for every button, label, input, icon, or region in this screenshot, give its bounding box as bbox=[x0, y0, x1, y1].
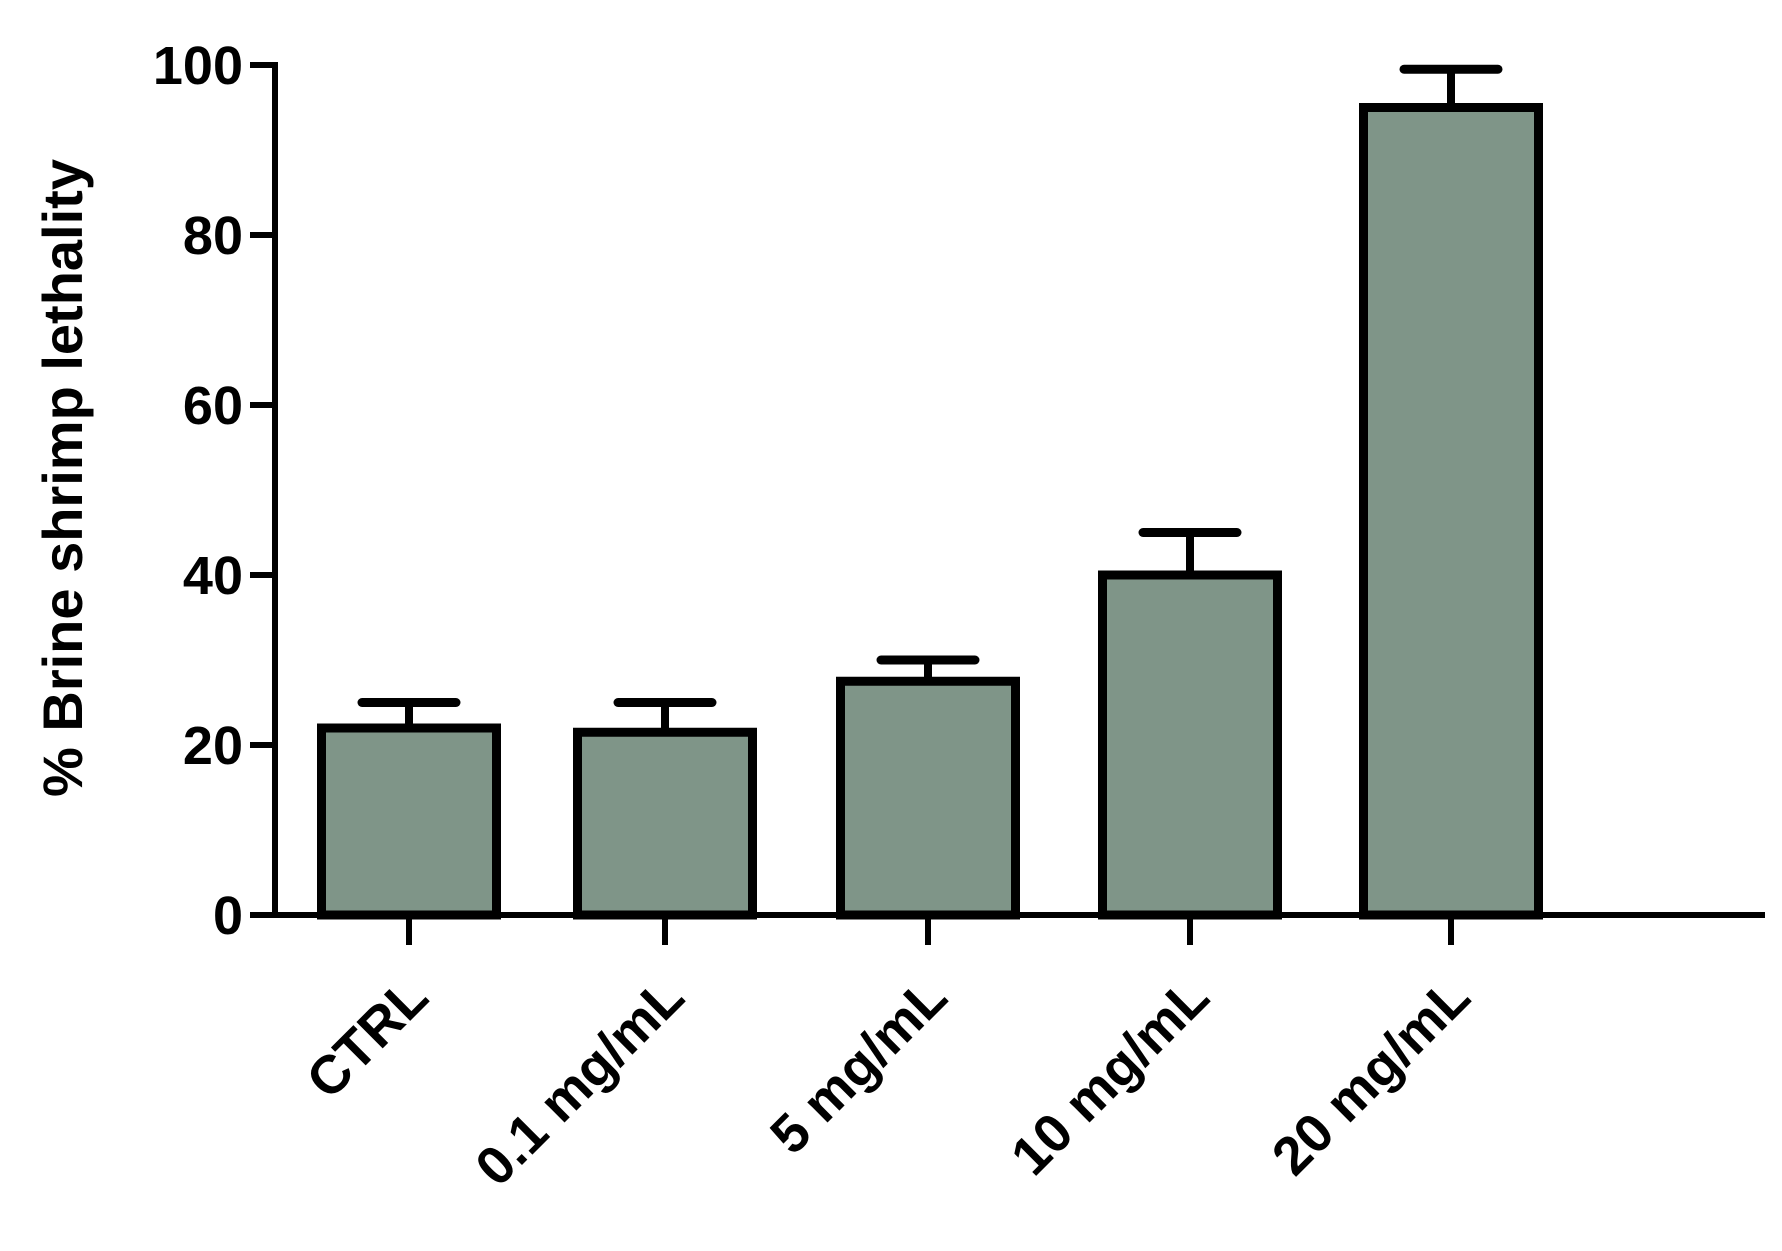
bar-20-mg-ml bbox=[1359, 103, 1543, 920]
x-tick-label: 10 mg/mL bbox=[1000, 966, 1221, 1187]
bar-10-mg-ml bbox=[1098, 570, 1282, 920]
axes bbox=[250, 62, 1765, 918]
bar-0-1-mg-ml bbox=[573, 727, 757, 920]
bar-5-mg-ml bbox=[836, 676, 1020, 920]
x-axis-ticks: CTRL 0.1 mg/mL 5 mg/mL 10 mg/mL 20 mg/mL bbox=[295, 915, 1481, 1197]
error-bars bbox=[357, 64, 1503, 733]
x-tick-label: 20 mg/mL bbox=[1261, 966, 1482, 1187]
y-tick-label: 40 bbox=[183, 546, 243, 606]
y-tick-label: 20 bbox=[183, 716, 243, 776]
x-tick-label: 5 mg/mL bbox=[759, 966, 958, 1165]
x-tick-label: 0.1 mg/mL bbox=[464, 966, 695, 1197]
y-tick-label: 60 bbox=[183, 376, 243, 436]
y-axis-title-group: % Brine shrimp lethality bbox=[31, 159, 94, 797]
y-axis-title: % Brine shrimp lethality bbox=[31, 159, 94, 797]
y-axis-ticks: 0 20 40 60 80 100 bbox=[153, 36, 275, 946]
y-tick-label: 80 bbox=[183, 206, 243, 266]
y-tick-label: 0 bbox=[213, 886, 243, 946]
bar-ctrl bbox=[317, 723, 501, 920]
x-tick-label: CTRL bbox=[295, 966, 439, 1110]
bars bbox=[317, 103, 1543, 920]
y-tick-label: 100 bbox=[153, 36, 243, 96]
